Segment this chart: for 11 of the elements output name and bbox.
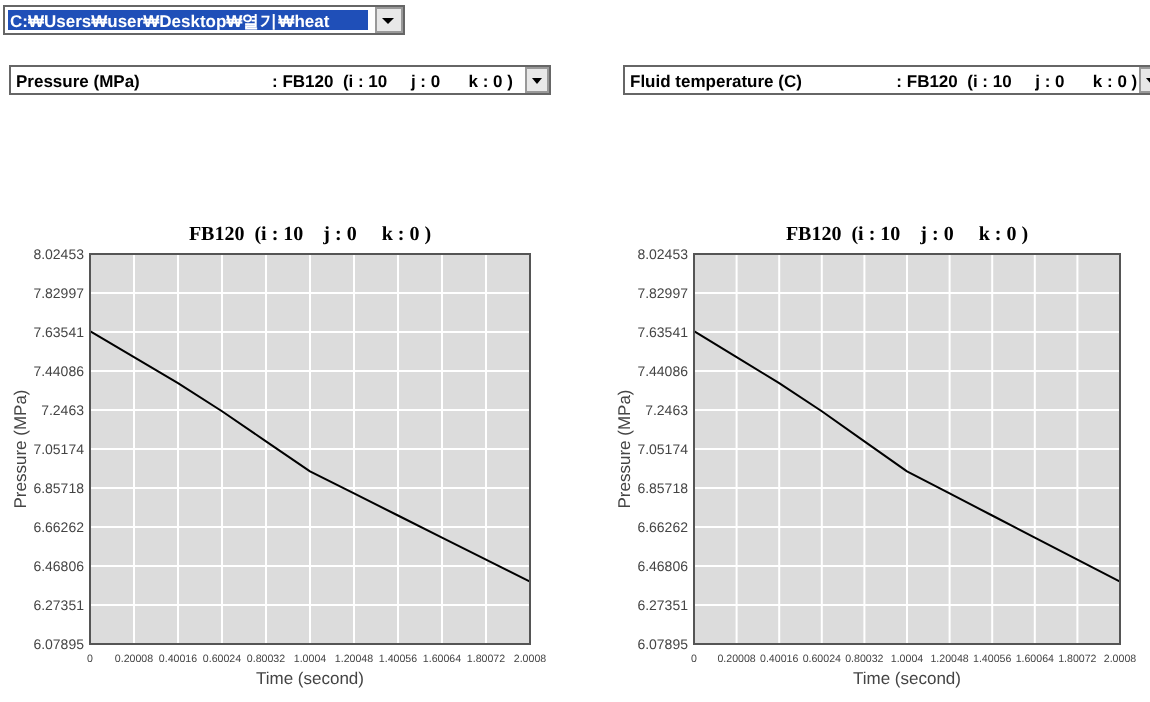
x-axis-title: Time (second) [852,668,962,688]
y-axis-title: Pressure (MPa) [614,389,634,509]
line-series [693,330,1121,583]
chart-title: FB120 (i : 10 j : 0 k : 0 ) [188,224,432,246]
text: Pressure (MPa) : FB120 (i : 10 j : 0 k : 0 ) [16,71,514,91]
y-axis-title: Pressure (MPa) [10,389,30,509]
text: Fluid temperature (C) : FB120 (i : 10 j : 0 k : 0 ) [630,71,1138,91]
x-axis-title: Time (second) [255,668,365,688]
line-series [89,330,531,583]
chart-title: FB120 (i : 10 j : 0 k : 0 ) [785,224,1029,246]
text: C:₩Users₩user₩Desktop₩열기₩heat [10,11,330,31]
